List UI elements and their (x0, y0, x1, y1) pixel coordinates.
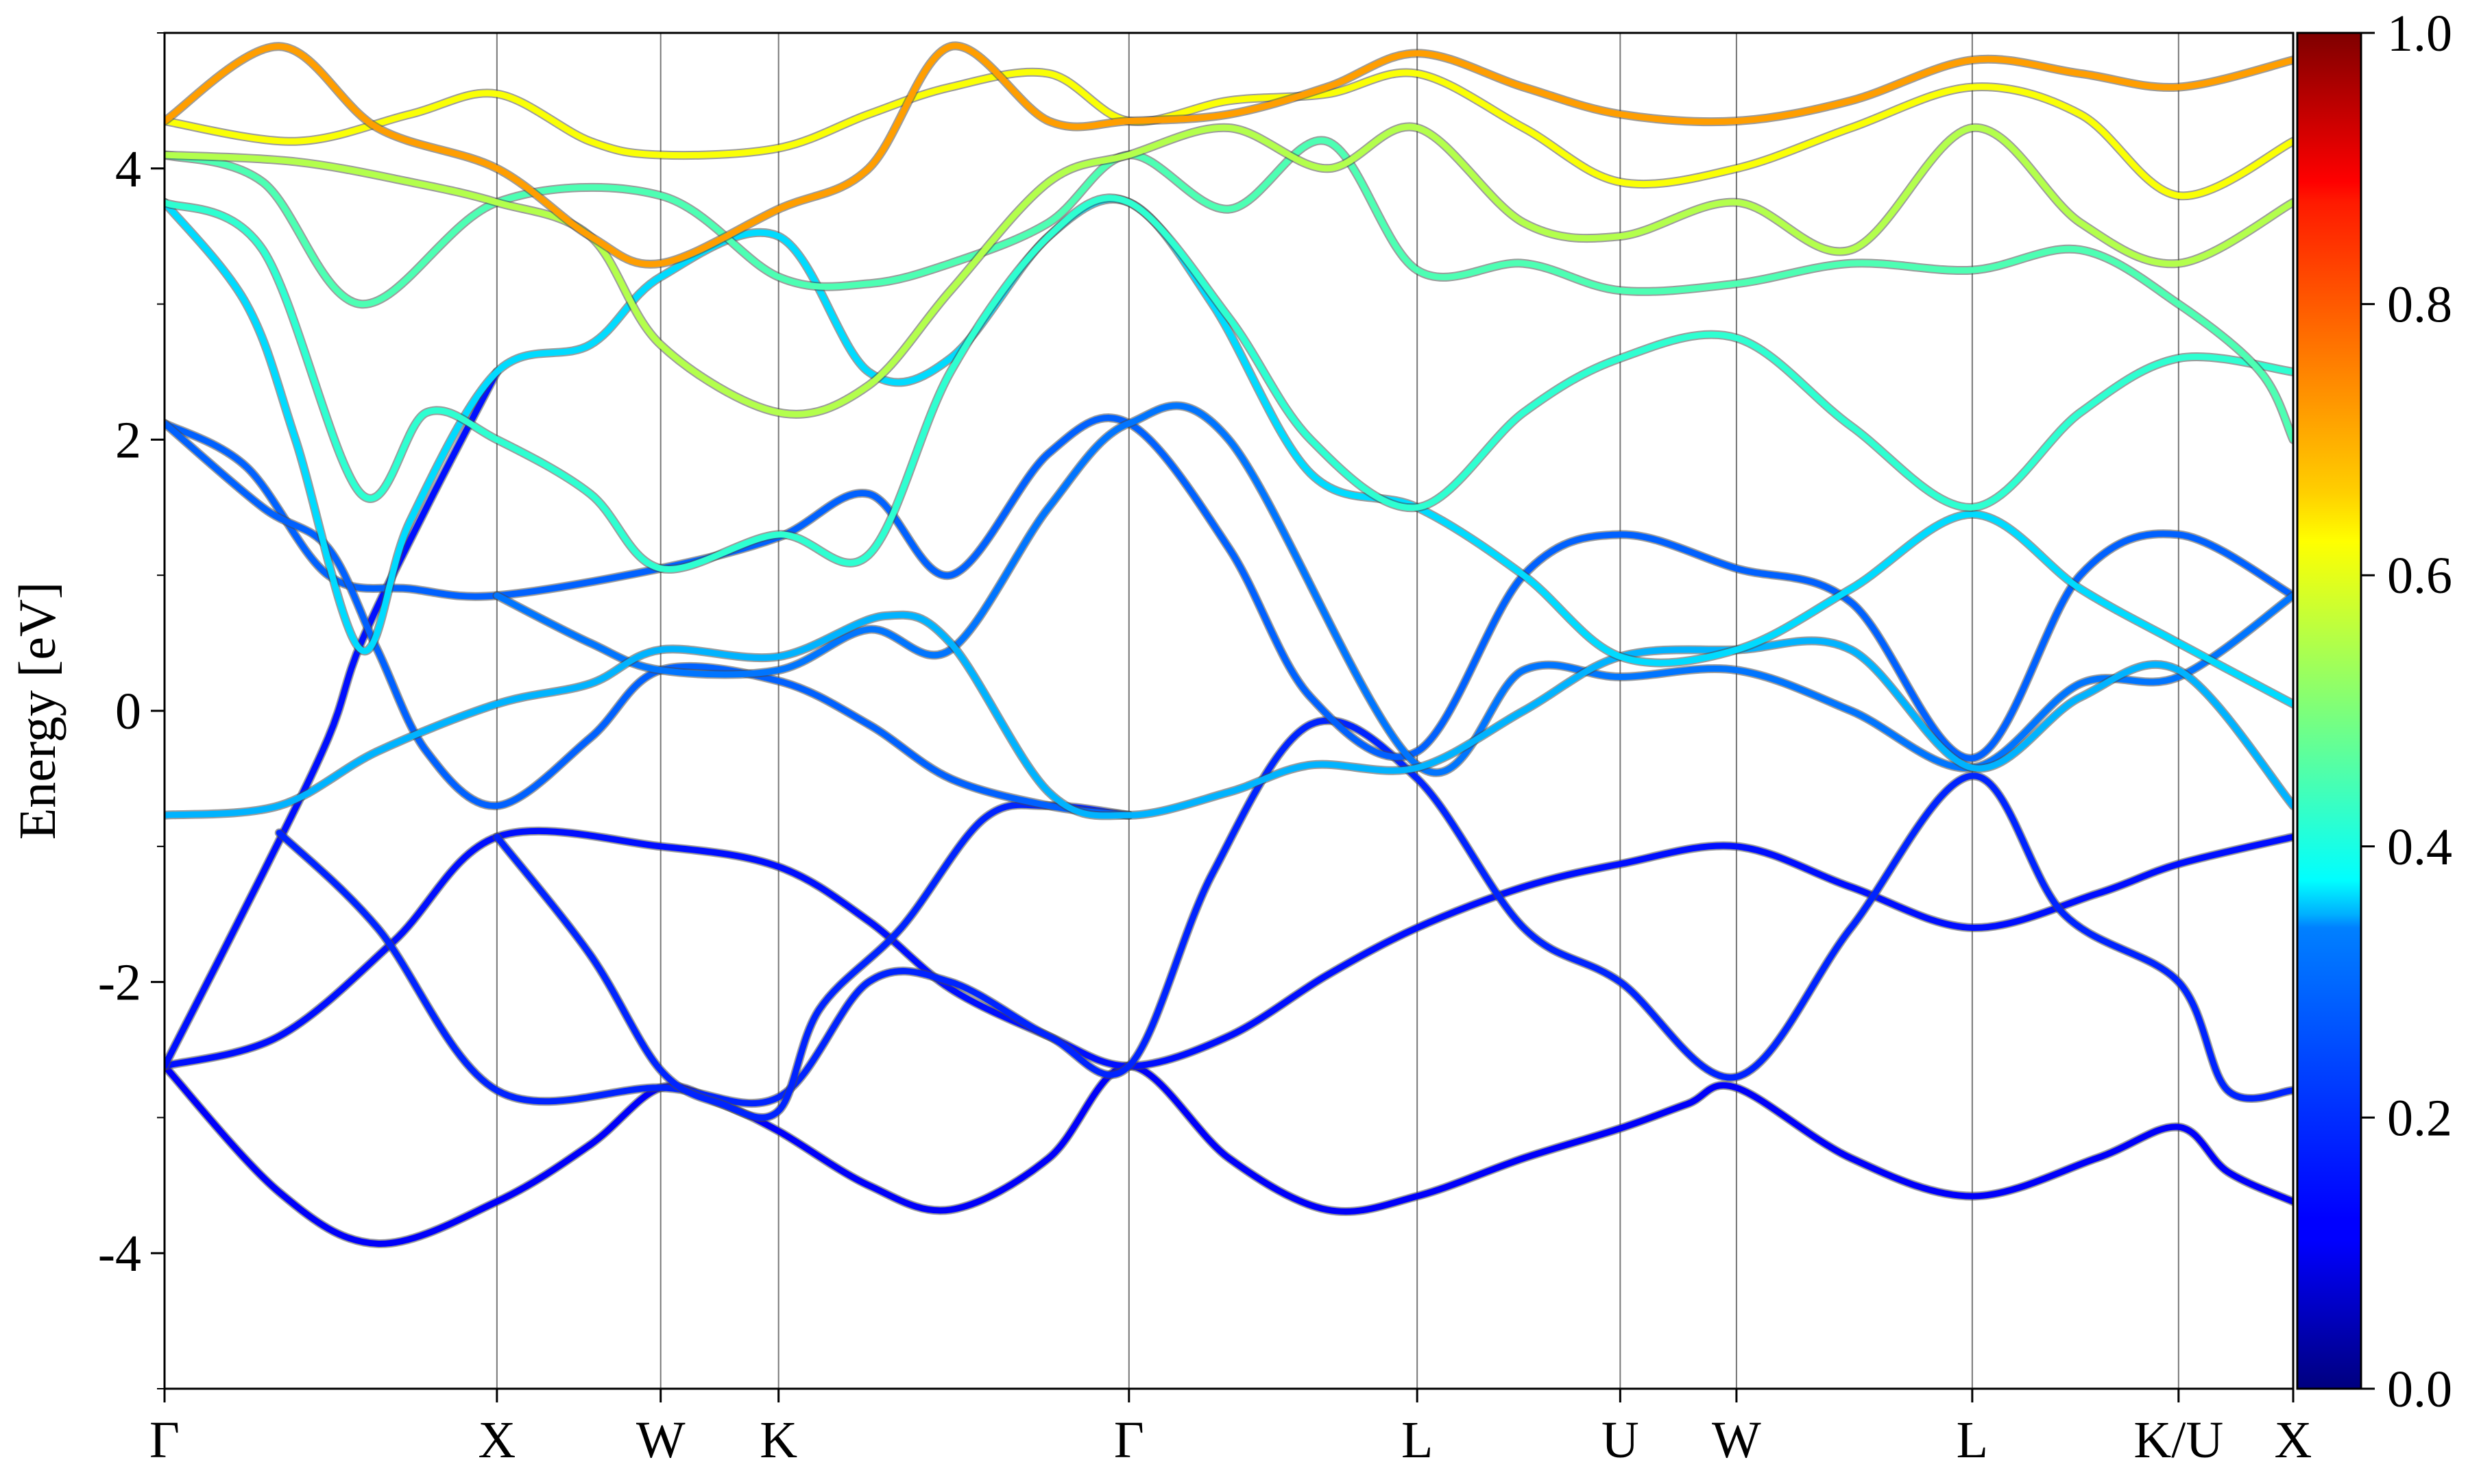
band-line (165, 42, 2293, 267)
colorbar (2296, 32, 2362, 1390)
y-tick-label: -4 (98, 1225, 141, 1282)
band-line (494, 801, 1133, 1121)
band-line (165, 196, 2293, 707)
band-line-outline (274, 716, 2293, 1108)
colorbar-tick-label: 0.2 (2387, 1089, 2452, 1147)
x-axis: Γ X W K Γ L U W L K/U X (149, 1389, 2312, 1469)
band-line (276, 717, 2293, 1106)
band-line (165, 69, 2293, 199)
band-line-outline (165, 195, 2293, 709)
band-lines (165, 41, 2293, 1248)
y-axis-label: Energy [eV] (9, 582, 66, 840)
kpoint-label: X (478, 1411, 516, 1469)
y-axis: -4 -2 0 2 4 (98, 32, 165, 1389)
kpoint-label: L (1957, 1411, 1988, 1469)
colorbar-tick-label: 0.6 (2387, 547, 2452, 605)
kpoint-label: Γ (149, 1411, 180, 1469)
band-line-outline (492, 401, 2293, 777)
band-line-outline (165, 610, 2293, 820)
band-line (165, 195, 2293, 572)
y-tick-label: 2 (115, 411, 141, 469)
kpoint-vertical-lines (496, 33, 2179, 1389)
kpoint-label: W (636, 1411, 686, 1469)
y-tick-label: -2 (98, 954, 141, 1012)
colorbar-axis: 0.0 0.2 0.4 0.6 0.8 1.0 (2361, 5, 2452, 1418)
kpoint-label: W (1712, 1411, 1761, 1469)
band-line-outline (165, 826, 2293, 1071)
band-line (165, 827, 2293, 1069)
band-line-outline (165, 41, 2293, 269)
kpoint-label: Γ (1114, 1411, 1144, 1469)
kpoint-label: X (2275, 1411, 2312, 1469)
y-tick-label: 0 (115, 683, 141, 740)
colorbar-tick-label: 0.4 (2387, 818, 2452, 876)
kpoint-label: K (760, 1411, 797, 1469)
y-tick-label: 4 (115, 141, 141, 198)
kpoint-label: L (1401, 1411, 1433, 1469)
kpoint-label: K/U (2133, 1411, 2223, 1469)
colorbar-tick-label: 0.8 (2387, 276, 2452, 334)
band-line (165, 1062, 2293, 1247)
kpoint-label: U (1601, 1411, 1639, 1469)
band-line (494, 402, 2293, 776)
colorbar-tick-label: 1.0 (2387, 5, 2452, 62)
colorbar-tick-label: 0.0 (2387, 1361, 2452, 1418)
band-line (165, 611, 2293, 819)
band-line (165, 369, 500, 1069)
band-line (165, 137, 2293, 443)
